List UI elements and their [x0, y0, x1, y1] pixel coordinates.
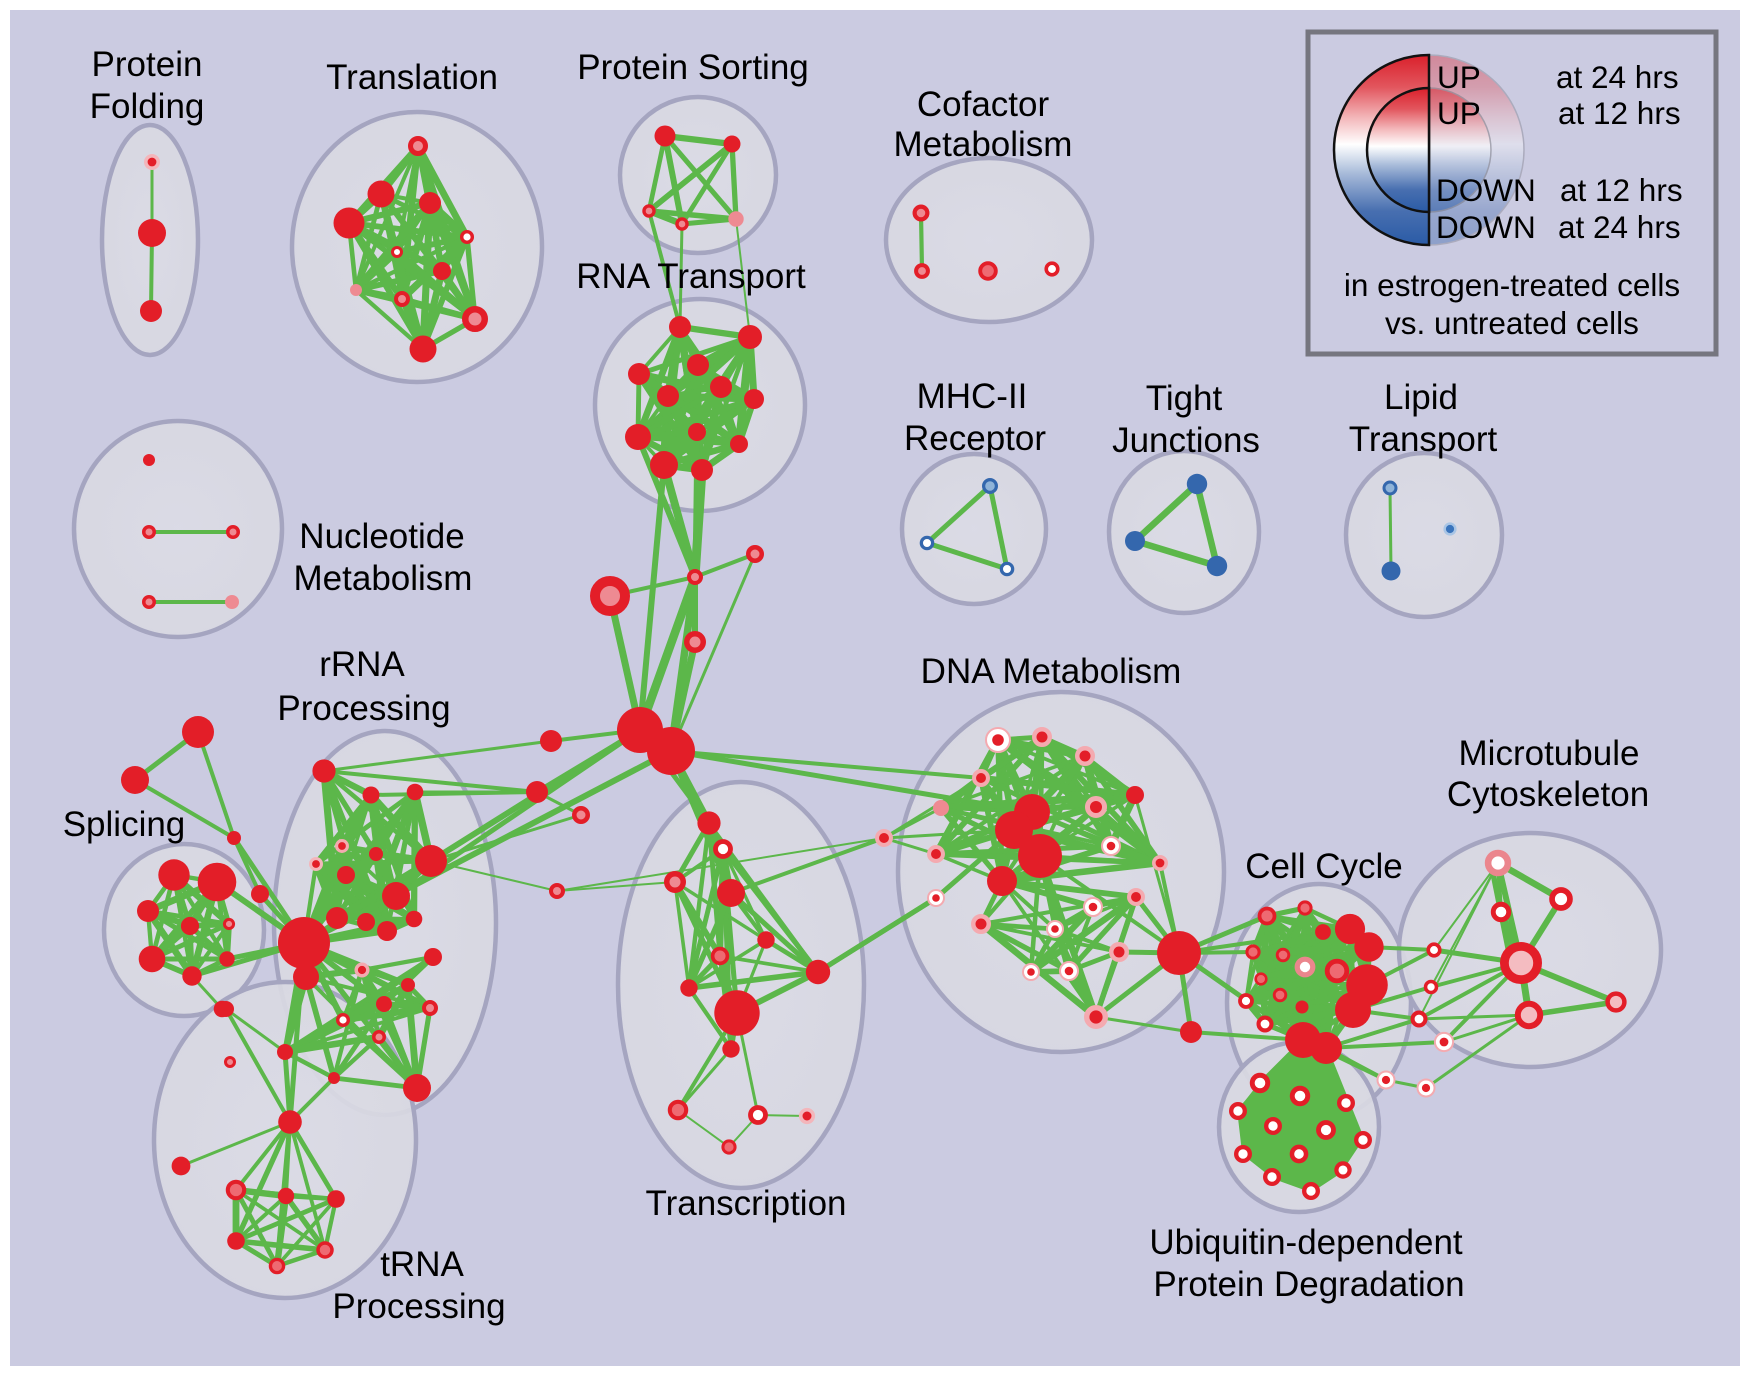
svg-text:Lipid: Lipid	[1384, 378, 1458, 417]
svg-text:Cofactor: Cofactor	[917, 85, 1050, 124]
svg-text:DNA Metabolism: DNA Metabolism	[921, 652, 1182, 691]
svg-text:Ubiquitin-dependent: Ubiquitin-dependent	[1149, 1223, 1463, 1262]
svg-text:Tight: Tight	[1146, 379, 1223, 418]
svg-text:Microtubule: Microtubule	[1459, 734, 1640, 773]
svg-text:Transport: Transport	[1349, 420, 1498, 459]
svg-text:DOWN: DOWN	[1436, 209, 1536, 245]
svg-text:UP: UP	[1437, 59, 1481, 95]
svg-text:in estrogen-treated cells: in estrogen-treated cells	[1344, 267, 1680, 303]
svg-text:Protein Sorting: Protein Sorting	[577, 48, 809, 87]
svg-text:UP: UP	[1437, 95, 1481, 131]
svg-text:Folding: Folding	[90, 87, 205, 126]
svg-text:Processing: Processing	[277, 689, 450, 728]
svg-text:at 12 hrs: at 12 hrs	[1560, 172, 1683, 208]
svg-text:MHC-II: MHC-II	[917, 377, 1028, 416]
svg-text:Translation: Translation	[326, 58, 498, 97]
svg-text:Protein Degradation: Protein Degradation	[1153, 1265, 1464, 1304]
svg-text:rRNA: rRNA	[319, 645, 405, 684]
svg-text:Cytoskeleton: Cytoskeleton	[1447, 775, 1649, 814]
svg-text:Transcription: Transcription	[646, 1184, 847, 1223]
svg-text:Processing: Processing	[332, 1287, 505, 1326]
svg-text:Metabolism: Metabolism	[894, 125, 1073, 164]
svg-text:Protein: Protein	[92, 45, 203, 84]
svg-text:Receptor: Receptor	[904, 419, 1046, 458]
svg-text:at 12 hrs: at 12 hrs	[1558, 95, 1681, 131]
svg-text:Cell Cycle: Cell Cycle	[1245, 847, 1403, 886]
svg-text:tRNA: tRNA	[380, 1245, 464, 1284]
svg-text:Nucleotide: Nucleotide	[299, 517, 464, 556]
svg-text:RNA Transport: RNA Transport	[576, 257, 806, 296]
svg-text:at 24 hrs: at 24 hrs	[1558, 209, 1681, 245]
svg-text:vs. untreated cells: vs. untreated cells	[1385, 305, 1639, 341]
svg-text:Splicing: Splicing	[63, 805, 186, 844]
svg-text:Junctions: Junctions	[1112, 421, 1260, 460]
svg-text:DOWN: DOWN	[1436, 172, 1536, 208]
svg-text:Metabolism: Metabolism	[294, 559, 473, 598]
svg-text:at 24 hrs: at 24 hrs	[1556, 59, 1679, 95]
